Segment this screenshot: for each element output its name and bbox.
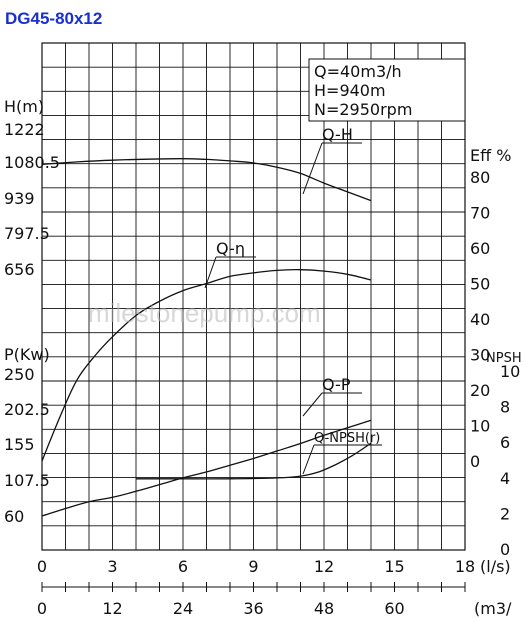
performance-curves	[41, 158, 372, 517]
head-tick-label: 1222	[4, 120, 45, 139]
series-line-q-npsh-r-	[136, 442, 372, 480]
npsh-axis-label: NPSH	[486, 351, 522, 366]
eff-tick-label: 70	[470, 204, 490, 223]
eff-tick-label: 20	[470, 381, 490, 400]
series-line-q-h	[41, 158, 372, 202]
watermark: milestonepump.com	[88, 298, 321, 328]
x2-tick-label: 60	[384, 599, 404, 618]
eff-axis-label: Eff %	[470, 146, 511, 165]
series-line-q-	[41, 268, 372, 462]
spec-box: Q=40m3/h H=940m N=2950rpm	[308, 58, 466, 122]
x-tick-label: 12	[314, 557, 334, 576]
npsh-tick-label: 4	[500, 469, 510, 488]
npsh-tick-label: 0	[500, 540, 510, 559]
curve-label-leader	[302, 392, 323, 417]
power-tick-label: 250	[4, 365, 35, 384]
x-tick-label: 0	[37, 557, 47, 576]
x-tick-label: 15	[384, 557, 404, 576]
x-tick-label: 6	[178, 557, 188, 576]
npsh-tick-label: 2	[500, 504, 510, 523]
axis-ticks: H(m) P(Kw) Eff % NPSH 1222 1080.5 939 797.5 656 2…	[4, 97, 522, 618]
npsh-tick-label: 8	[500, 398, 510, 417]
eff-tick-label: 30	[470, 346, 490, 365]
power-axis-label: P(Kw)	[4, 345, 50, 364]
eff-tick-label: 10	[470, 417, 490, 436]
curve-label-leader	[302, 444, 315, 475]
x2-tick-label: 0	[37, 599, 47, 618]
head-tick-label: 797.5	[4, 224, 50, 243]
eff-tick-label: 80	[470, 168, 490, 187]
eff-tick-label: 0	[470, 452, 480, 471]
x2-tick-label: 24	[173, 599, 193, 618]
x-unit-label: (l/s)	[480, 557, 511, 576]
npsh-tick-label: 10	[500, 362, 520, 381]
npsh-tick-label: 6	[500, 433, 510, 452]
power-tick-label: 202.5	[4, 400, 50, 419]
x2-unit-label: (m3/	[474, 599, 512, 618]
curve-labels: Q-H Q-η Q-P Q-NPSH(r)	[204, 125, 382, 475]
chart-title: DG45-80x12	[5, 9, 102, 28]
head-tick-label: 656	[4, 260, 35, 279]
head-tick-label: 1080.5	[4, 153, 60, 172]
x-tick-label: 9	[248, 557, 258, 576]
power-tick-label: 155	[4, 435, 35, 454]
curve-label-leader	[204, 256, 217, 289]
spec-flow: Q=40m3/h	[314, 62, 402, 81]
x2-tick-label: 36	[243, 599, 263, 618]
curve-label: Q-NPSH(r)	[314, 431, 380, 446]
head-tick-label: 939	[4, 189, 35, 208]
eff-tick-label: 40	[470, 310, 490, 329]
power-tick-label: 60	[4, 507, 24, 526]
x2-tick-label: 48	[314, 599, 334, 618]
eff-tick-label: 50	[470, 275, 490, 294]
curve-label: Q-H	[322, 125, 353, 144]
power-tick-label: 107.5	[4, 471, 50, 490]
curve-label: Q-η	[216, 239, 245, 258]
x2-tick-label: 12	[102, 599, 122, 618]
spec-speed: N=2950rpm	[314, 100, 412, 119]
x-tick-label: 18	[455, 557, 475, 576]
chart-grid	[41, 42, 466, 551]
spec-head: H=940m	[314, 81, 386, 100]
head-axis-label: H(m)	[4, 97, 44, 116]
curve-label: Q-P	[322, 375, 351, 394]
series-line-q-p	[41, 419, 372, 517]
eff-tick-label: 60	[470, 239, 490, 258]
x-tick-label: 3	[107, 557, 117, 576]
curve-label-leader	[302, 142, 323, 195]
